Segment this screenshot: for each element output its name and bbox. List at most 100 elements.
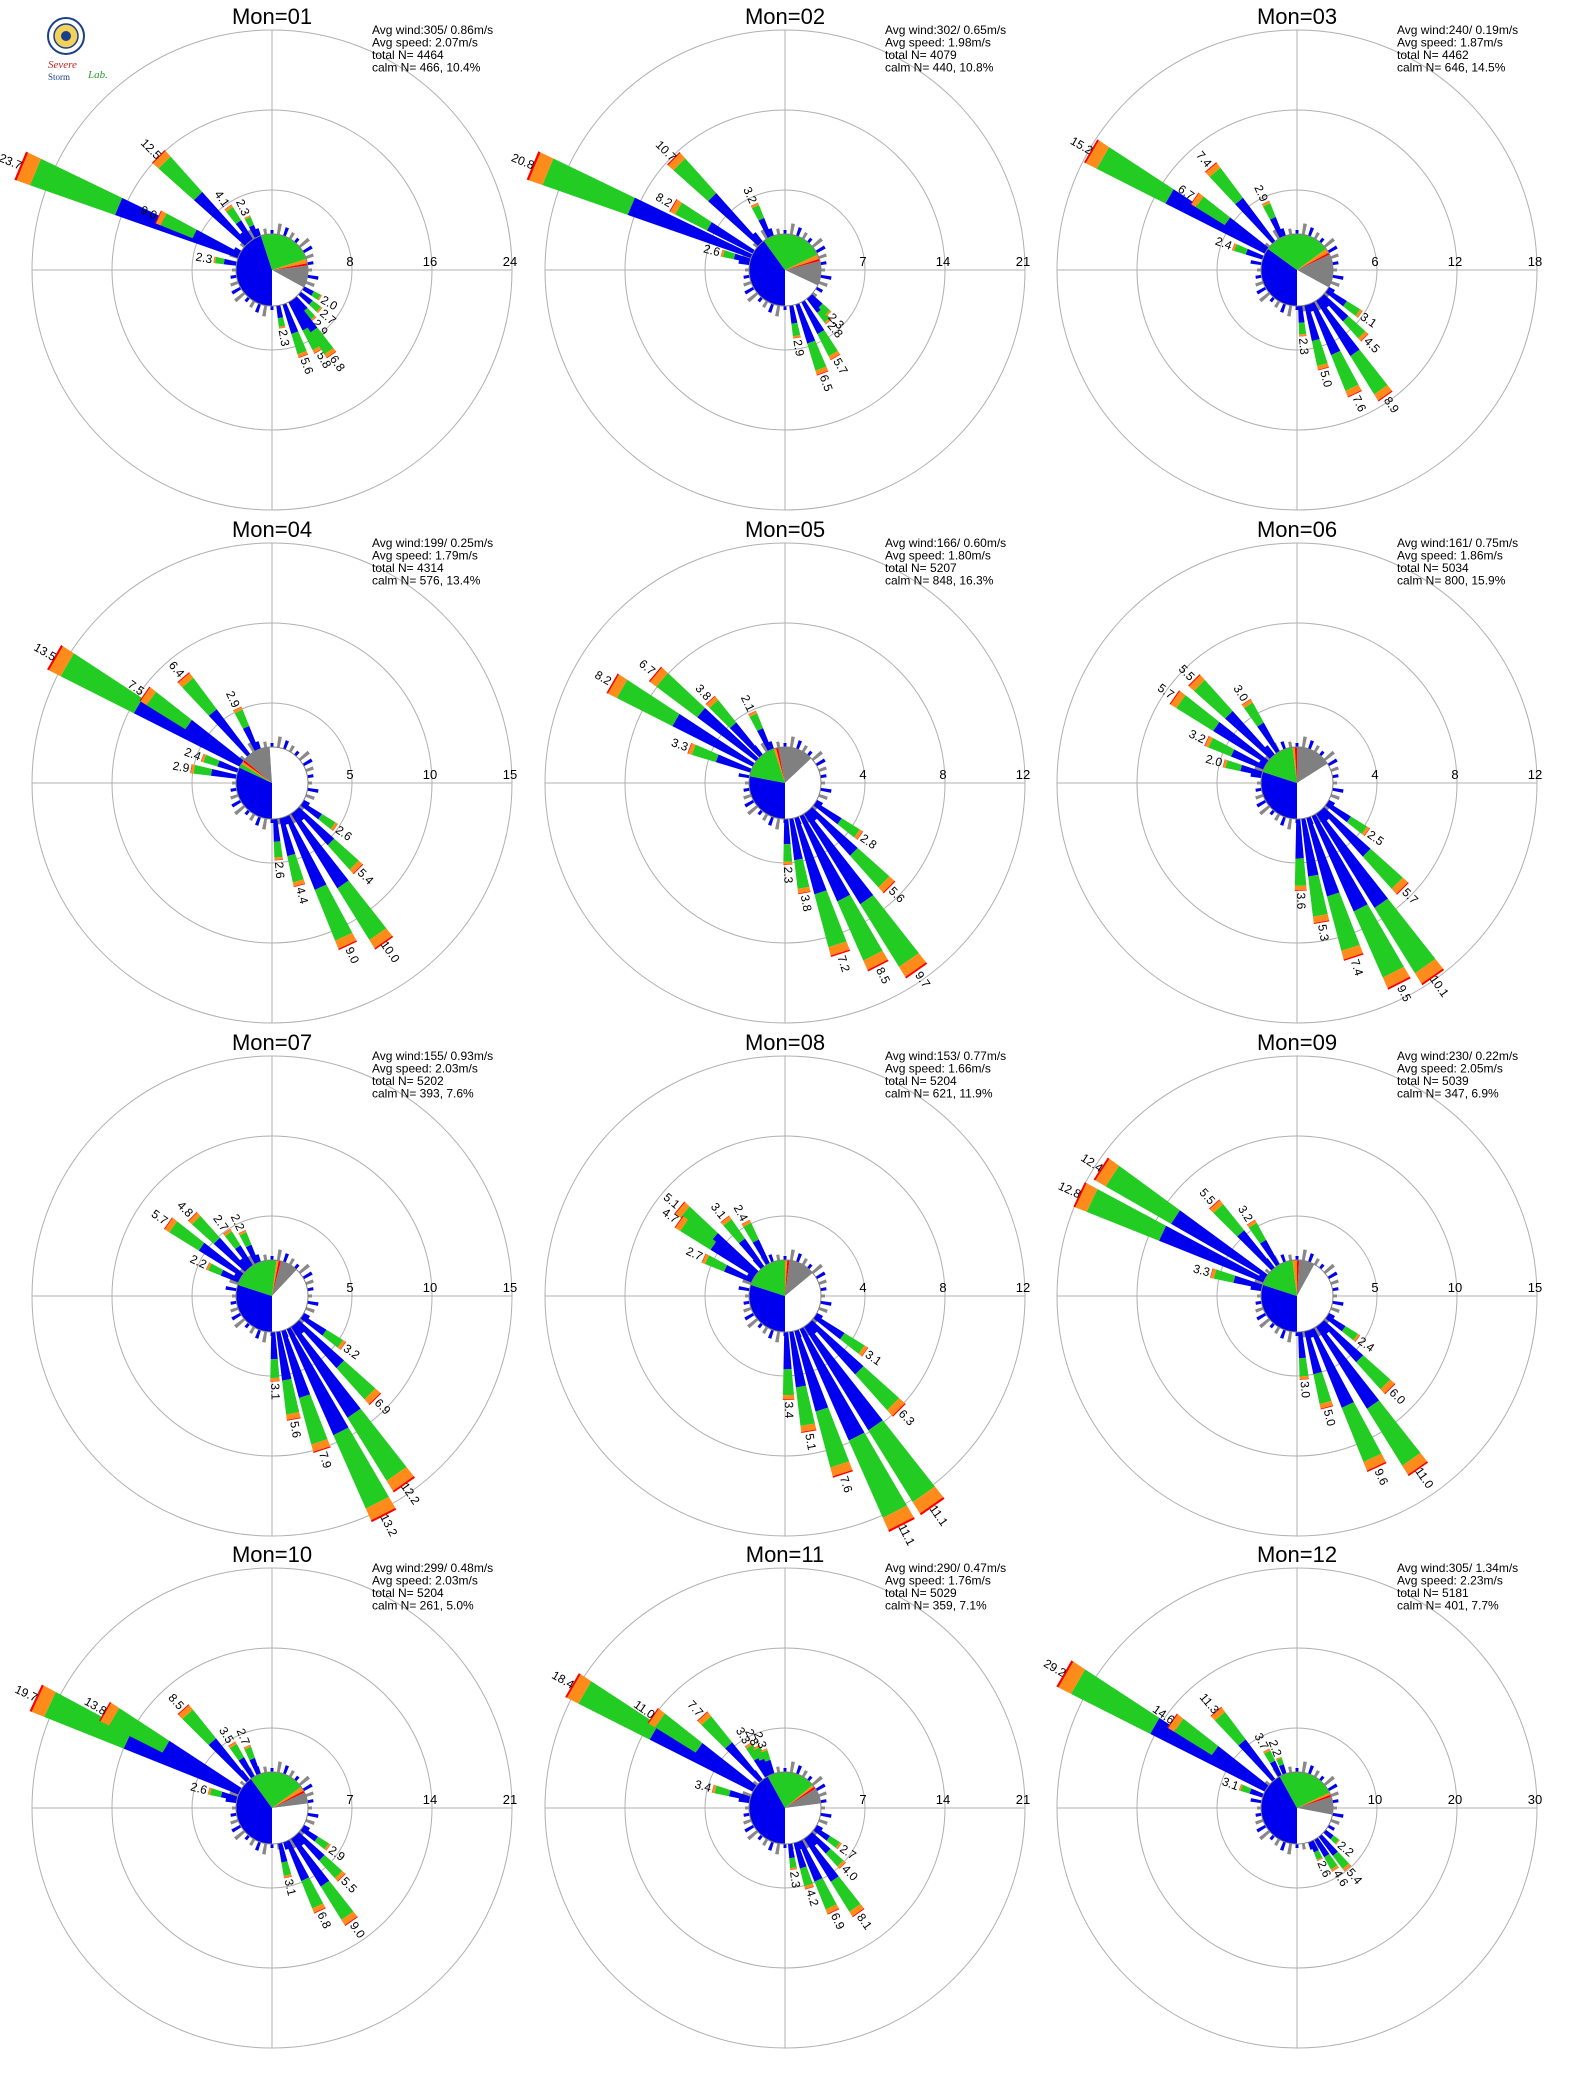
minor-petal — [801, 1769, 808, 1778]
ring-tick-label: 7 — [346, 1792, 353, 1807]
minor-petal — [743, 1307, 752, 1313]
petal-segment — [850, 848, 890, 888]
minor-petal — [288, 231, 295, 240]
minor-petal — [231, 286, 242, 295]
petal-segment — [1356, 1355, 1391, 1390]
petal: 2.3 — [787, 1843, 803, 1889]
minor-petal — [1274, 300, 1281, 309]
minor-petal — [796, 1765, 803, 1775]
petal-segment — [706, 696, 719, 708]
stats-line: total N= 4314 — [372, 561, 444, 575]
minor-petal — [1257, 1806, 1262, 1810]
minor-petal — [231, 1824, 242, 1833]
petal-value-label: 3.3 — [670, 735, 691, 754]
stats-line: Avg speed: 1.98m/s — [885, 36, 991, 50]
petal-segment — [794, 858, 810, 889]
petal-segment — [188, 1212, 201, 1225]
minor-petal — [1332, 787, 1344, 793]
petal-segment — [316, 306, 323, 313]
minor-petal — [1295, 1331, 1299, 1336]
petal-segment — [229, 1743, 245, 1761]
petal-segment — [364, 1388, 381, 1405]
petal-segment — [158, 156, 203, 201]
petal-segment — [680, 1206, 718, 1241]
petal-segment — [292, 879, 306, 887]
stats-line: calm N= 848, 16.3% — [885, 574, 994, 588]
minor-petal — [1295, 1256, 1299, 1261]
petal-segment — [1188, 674, 1205, 691]
minor-petal — [743, 1819, 752, 1825]
petal: 2.3 — [781, 818, 796, 884]
petal-segment — [1387, 976, 1411, 990]
petal-segment — [792, 335, 801, 339]
minor-petal — [1288, 741, 1293, 748]
minor-petal — [738, 1798, 750, 1804]
petal-segment — [293, 883, 306, 888]
petal-segment — [813, 1826, 831, 1841]
minor-petal — [230, 1819, 239, 1825]
minor-petal — [1323, 1775, 1335, 1786]
petal-segment — [656, 673, 706, 718]
logo-text-lab: Lab. — [87, 69, 108, 81]
petal-segment — [830, 949, 851, 958]
minor-petal — [752, 1780, 759, 1786]
minor-petal — [762, 1838, 769, 1847]
petal-segment — [733, 253, 751, 263]
petal-value-label: 2.4 — [182, 745, 203, 764]
minor-petal — [263, 1766, 268, 1773]
petal-segment — [715, 754, 752, 773]
petal-segment — [760, 1748, 768, 1751]
petal-segment — [826, 311, 832, 317]
calm-circle — [1260, 1771, 1334, 1845]
calm-pie-slice — [236, 1778, 272, 1844]
petal: 2.2 — [1266, 1738, 1287, 1775]
petal-segment — [854, 829, 863, 840]
minor-petal — [294, 1775, 300, 1782]
minor-petal — [262, 818, 268, 830]
calm-circle — [1260, 1259, 1334, 1333]
petal-segment — [1245, 248, 1264, 260]
ring-tick-label: 12 — [1016, 767, 1030, 782]
petal-value-label: 3.4 — [693, 1777, 713, 1795]
minor-petal — [1327, 1271, 1338, 1280]
minor-petal — [807, 237, 813, 244]
minor-petal — [1330, 1307, 1340, 1314]
petal-segment — [1299, 1378, 1309, 1380]
petal-segment — [828, 941, 850, 956]
minor-petal — [783, 230, 787, 235]
petal-segment — [177, 1704, 190, 1715]
petal-segment — [825, 1848, 844, 1867]
petal-segment — [1407, 1461, 1429, 1477]
petal-segment — [1075, 1183, 1098, 1212]
petal-value-label: 3.0 — [1297, 1381, 1312, 1399]
petal-segment — [848, 1432, 907, 1518]
petal-segment — [1311, 814, 1368, 912]
petal: 9.7 — [803, 811, 933, 991]
petal-segment — [797, 886, 811, 894]
minor-petal — [1323, 805, 1330, 811]
minor-petal — [225, 1798, 237, 1804]
petal-segment — [725, 1742, 763, 1783]
minor-petal — [1330, 766, 1339, 772]
petal-segment — [1214, 1711, 1246, 1746]
stats-line: total N= 5204 — [372, 1586, 444, 1600]
minor-petal — [254, 816, 261, 826]
petal-segment — [1096, 147, 1174, 204]
minor-petal — [1332, 781, 1337, 785]
petal: 4.4 — [279, 817, 311, 906]
minor-petal — [307, 1799, 314, 1804]
minor-petal — [775, 1331, 781, 1343]
petal-segment — [655, 1713, 703, 1753]
minor-petal — [757, 296, 763, 303]
petal-segment — [155, 210, 167, 226]
petal-segment — [1070, 1669, 1160, 1734]
minor-petal — [801, 1257, 808, 1266]
minor-petal — [1255, 1307, 1264, 1313]
petal: 5.6 — [276, 1331, 304, 1439]
petal: 3.0 — [1297, 1331, 1313, 1399]
petal: 7.6 — [1310, 301, 1369, 414]
petal-segment — [1298, 322, 1307, 335]
petal-segment — [837, 1843, 842, 1850]
ring-tick-label: 4 — [859, 1280, 866, 1295]
